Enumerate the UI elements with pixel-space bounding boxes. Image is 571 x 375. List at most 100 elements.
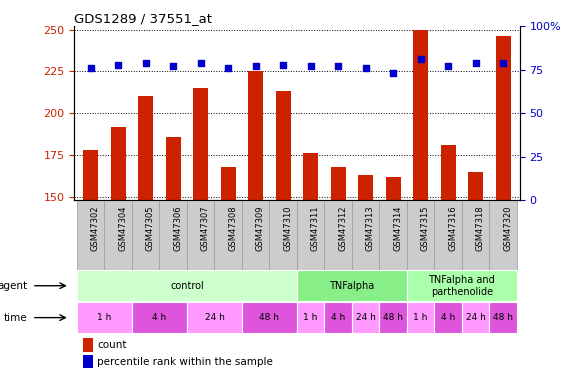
Text: GSM47320: GSM47320 bbox=[503, 206, 512, 251]
FancyBboxPatch shape bbox=[187, 302, 242, 333]
Point bbox=[141, 60, 150, 66]
Text: GSM47312: GSM47312 bbox=[338, 206, 347, 251]
Bar bbox=[496, 36, 510, 375]
Point bbox=[168, 63, 178, 69]
FancyBboxPatch shape bbox=[407, 302, 435, 333]
FancyBboxPatch shape bbox=[489, 302, 517, 333]
Point bbox=[333, 63, 343, 69]
FancyBboxPatch shape bbox=[270, 200, 297, 270]
Text: 48 h: 48 h bbox=[259, 313, 279, 322]
Text: GSM47305: GSM47305 bbox=[146, 206, 155, 251]
FancyBboxPatch shape bbox=[324, 302, 352, 333]
Bar bbox=[248, 71, 263, 375]
Text: percentile rank within the sample: percentile rank within the sample bbox=[98, 357, 274, 367]
Text: GSM47314: GSM47314 bbox=[393, 206, 402, 251]
FancyBboxPatch shape bbox=[462, 302, 489, 333]
Text: TNFalpha: TNFalpha bbox=[329, 281, 375, 291]
Point bbox=[86, 65, 95, 71]
FancyBboxPatch shape bbox=[352, 200, 379, 270]
Bar bbox=[276, 92, 291, 375]
Point bbox=[416, 56, 425, 62]
Point bbox=[444, 63, 453, 69]
Text: GSM47307: GSM47307 bbox=[200, 206, 210, 251]
Bar bbox=[331, 167, 345, 375]
Text: GSM47310: GSM47310 bbox=[283, 206, 292, 251]
Text: GSM47306: GSM47306 bbox=[173, 206, 182, 251]
FancyBboxPatch shape bbox=[407, 270, 517, 301]
Text: 48 h: 48 h bbox=[383, 313, 403, 322]
Bar bbox=[83, 150, 98, 375]
FancyBboxPatch shape bbox=[77, 270, 297, 301]
Bar bbox=[358, 175, 373, 375]
FancyBboxPatch shape bbox=[379, 200, 407, 270]
Text: time: time bbox=[4, 313, 27, 322]
Text: 4 h: 4 h bbox=[331, 313, 345, 322]
Bar bbox=[83, 355, 93, 368]
Point bbox=[224, 65, 233, 71]
Text: 24 h: 24 h bbox=[204, 313, 224, 322]
Text: GSM47311: GSM47311 bbox=[311, 206, 320, 251]
Bar bbox=[138, 96, 153, 375]
FancyBboxPatch shape bbox=[352, 302, 379, 333]
Text: TNFalpha and
parthenolide: TNFalpha and parthenolide bbox=[428, 275, 495, 297]
Text: 1 h: 1 h bbox=[97, 313, 112, 322]
Text: 4 h: 4 h bbox=[441, 313, 455, 322]
Text: GSM47308: GSM47308 bbox=[228, 206, 237, 251]
Text: 1 h: 1 h bbox=[413, 313, 428, 322]
Point bbox=[279, 62, 288, 68]
FancyBboxPatch shape bbox=[242, 302, 297, 333]
Point bbox=[498, 60, 508, 66]
Text: 1 h: 1 h bbox=[303, 313, 318, 322]
Bar bbox=[385, 177, 401, 375]
FancyBboxPatch shape bbox=[77, 302, 132, 333]
Bar bbox=[441, 145, 456, 375]
Point bbox=[196, 60, 205, 66]
FancyBboxPatch shape bbox=[379, 302, 407, 333]
FancyBboxPatch shape bbox=[435, 302, 462, 333]
Text: GDS1289 / 37551_at: GDS1289 / 37551_at bbox=[74, 12, 212, 25]
FancyBboxPatch shape bbox=[297, 270, 407, 301]
Bar bbox=[468, 172, 483, 375]
Point bbox=[114, 62, 123, 68]
Bar bbox=[83, 339, 93, 352]
Point bbox=[306, 63, 315, 69]
FancyBboxPatch shape bbox=[435, 200, 462, 270]
Text: count: count bbox=[98, 340, 127, 350]
Text: 4 h: 4 h bbox=[152, 313, 167, 322]
FancyBboxPatch shape bbox=[187, 200, 215, 270]
Bar bbox=[166, 136, 181, 375]
FancyBboxPatch shape bbox=[462, 200, 489, 270]
Bar bbox=[111, 127, 126, 375]
Text: GSM47304: GSM47304 bbox=[118, 206, 127, 251]
Text: GSM47316: GSM47316 bbox=[448, 206, 457, 251]
FancyBboxPatch shape bbox=[77, 200, 104, 270]
FancyBboxPatch shape bbox=[489, 200, 517, 270]
Text: control: control bbox=[170, 281, 204, 291]
FancyBboxPatch shape bbox=[407, 200, 435, 270]
Text: agent: agent bbox=[0, 281, 27, 291]
Bar bbox=[220, 167, 236, 375]
Text: GSM47313: GSM47313 bbox=[365, 206, 375, 251]
Text: 48 h: 48 h bbox=[493, 313, 513, 322]
Text: GSM47315: GSM47315 bbox=[421, 206, 429, 251]
Bar bbox=[193, 88, 208, 375]
Bar bbox=[413, 30, 428, 375]
FancyBboxPatch shape bbox=[132, 302, 187, 333]
Point bbox=[389, 70, 398, 76]
FancyBboxPatch shape bbox=[297, 200, 324, 270]
FancyBboxPatch shape bbox=[242, 200, 270, 270]
FancyBboxPatch shape bbox=[324, 200, 352, 270]
FancyBboxPatch shape bbox=[132, 200, 159, 270]
Point bbox=[471, 60, 480, 66]
FancyBboxPatch shape bbox=[159, 200, 187, 270]
Text: GSM47302: GSM47302 bbox=[91, 206, 100, 251]
Bar bbox=[303, 153, 318, 375]
Text: 24 h: 24 h bbox=[356, 313, 376, 322]
FancyBboxPatch shape bbox=[104, 200, 132, 270]
Point bbox=[361, 65, 370, 71]
Text: GSM47309: GSM47309 bbox=[256, 206, 265, 251]
Text: 24 h: 24 h bbox=[466, 313, 485, 322]
FancyBboxPatch shape bbox=[297, 302, 324, 333]
Point bbox=[251, 63, 260, 69]
FancyBboxPatch shape bbox=[215, 200, 242, 270]
